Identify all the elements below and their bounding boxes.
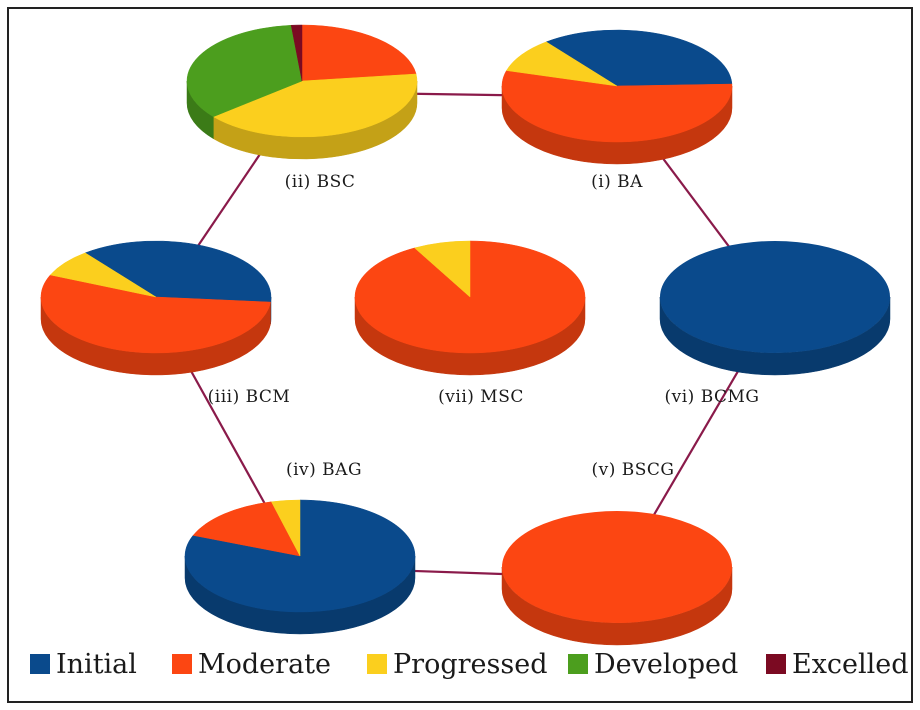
- legend-label-excelled: Excelled: [792, 649, 909, 680]
- legend-swatch-moderate: [172, 654, 192, 674]
- pie-vi: [659, 241, 891, 376]
- pie-i-slice-progressed: [506, 41, 618, 87]
- pie-iv: [184, 499, 416, 635]
- pie-ii-slice-moderate: [301, 24, 417, 82]
- pie-i-slice-initial: [545, 29, 733, 87]
- pie-iv-slice-moderate: [192, 501, 301, 557]
- pie-i: [501, 29, 733, 165]
- pie-v: [501, 511, 733, 646]
- pie-iv-slice-initial: [184, 499, 416, 613]
- pie-label-iv: (iv) BAG: [286, 460, 362, 480]
- pie-iii-slice-initial: [84, 240, 272, 303]
- legend-label-initial: Initial: [56, 649, 137, 680]
- pies: [40, 24, 891, 646]
- pie-i-slice-moderate: [501, 70, 733, 143]
- legend-label-moderate: Moderate: [198, 649, 331, 680]
- legend: Initial Moderate Progressed Developed Excell…: [30, 649, 909, 680]
- legend-swatch-initial: [30, 654, 50, 674]
- pie-ii-slice-progressed: [212, 73, 418, 138]
- pie-label-iii: (iii) BCM: [208, 387, 291, 407]
- legend-swatch-excelled: [766, 654, 786, 674]
- pie-iii: [40, 240, 272, 376]
- pie-ii: [186, 24, 418, 160]
- legend-swatch-progressed: [367, 654, 387, 674]
- pie-iii-slice-moderate: [40, 274, 271, 354]
- pie-label-vi: (vi) BCMG: [664, 387, 759, 407]
- pie-iii-slice-progressed: [49, 252, 157, 298]
- pie-label-v: (v) BSCG: [592, 460, 675, 480]
- pie-vi-slice-initial: [660, 241, 890, 353]
- legend-swatch-developed: [568, 654, 588, 674]
- legend-label-progressed: Progressed: [393, 649, 547, 680]
- pie-vii-slice-progressed: [414, 240, 471, 298]
- pie-label-vii: (vii) MSC: [438, 387, 524, 407]
- legend-label-developed: Developed: [594, 649, 738, 680]
- pie-ii-slice-excelled: [290, 24, 303, 82]
- pie-iv-slice-progressed: [271, 499, 301, 557]
- pie-label-i: (i) BA: [591, 172, 643, 192]
- pie-label-ii: (ii) BSC: [285, 172, 356, 192]
- pie-vii: [354, 240, 586, 376]
- pie-ii-slice-developed: [186, 24, 303, 117]
- pie-v-slice-moderate: [502, 511, 732, 623]
- pie-labels: (i) BA (ii) BSC (iii) BCM (iv) BAG (v) BSCG (…: [208, 172, 759, 480]
